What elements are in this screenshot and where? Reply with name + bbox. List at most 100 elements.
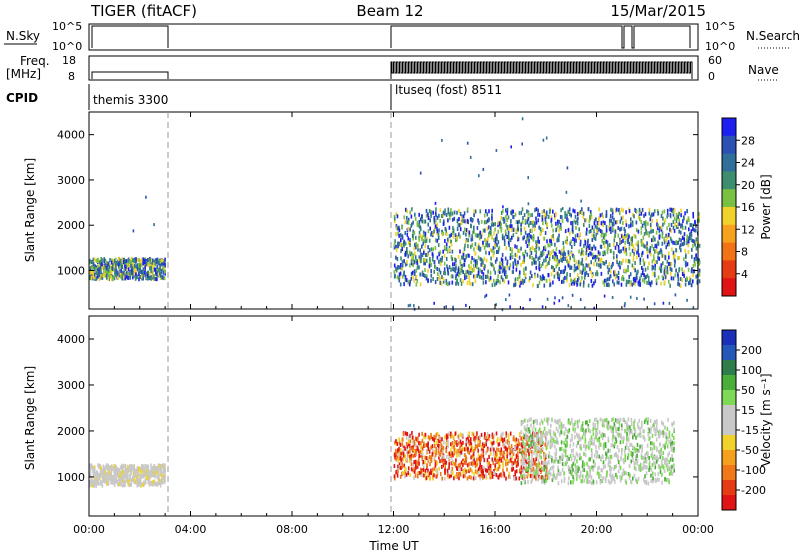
power-range-cell [151, 261, 154, 266]
velocity-range-cell [128, 467, 131, 472]
power-range-cell [454, 269, 457, 274]
velocity-range-cell [596, 420, 599, 425]
power-range-cell [515, 228, 517, 233]
power-range-cell [660, 214, 663, 218]
velocity-range-cell [506, 454, 508, 459]
power-range-cell [690, 223, 693, 228]
power-range-cell [150, 265, 153, 270]
power-range-cell [569, 273, 571, 277]
velocity-range-cell [133, 474, 135, 479]
power-range-cell [596, 270, 598, 275]
power-range-cell [587, 244, 589, 249]
power-range-cell [564, 275, 566, 280]
power-range-cell [558, 238, 560, 243]
velocity-range-cell [467, 447, 469, 452]
velocity-range-cell [424, 460, 426, 465]
velocity-range-cell [622, 457, 625, 462]
velocity-range-cell [480, 465, 483, 469]
velocity-range-cell [590, 454, 593, 459]
velocity-range-cell [159, 483, 162, 488]
power-range-cell [580, 280, 582, 285]
power-range-cell [670, 261, 673, 266]
power-range-cell [448, 246, 451, 250]
velocity-range-cell [523, 434, 526, 439]
velocity-range-cell [597, 466, 599, 471]
velocity-range-cell [428, 471, 431, 476]
velocity-range-cell [474, 446, 476, 451]
velocity-range-cell [620, 457, 622, 462]
velocity-range-cell [94, 472, 97, 477]
power-range-cell [394, 216, 396, 221]
velocity-range-cell [574, 420, 577, 425]
power-range-cell [538, 246, 540, 251]
velocity-range-cell [527, 448, 530, 453]
power-range-cell [448, 225, 451, 230]
velocity-range-cell [599, 417, 602, 422]
power-range-cell [109, 258, 111, 263]
power-range-cell [603, 294, 606, 298]
power-range-cell [488, 225, 490, 230]
power-range-cell [549, 252, 551, 257]
power-range-cell [400, 263, 402, 267]
power-colorbar-swatch [722, 260, 736, 279]
power-range-cell [495, 303, 497, 307]
power-range-cell [515, 220, 518, 225]
power-range-cell [606, 265, 609, 270]
power-range-cell [579, 282, 582, 287]
velocity-range-cell [430, 455, 433, 460]
power-range-cell [580, 199, 582, 203]
velocity-range-cell [119, 477, 122, 481]
power-range-cell [523, 271, 525, 276]
velocity-range-cell [608, 467, 611, 472]
power-range-cell [631, 242, 633, 247]
power-range-cell [591, 273, 594, 278]
power-range-cell [500, 265, 502, 270]
velocity-range-cell [427, 471, 430, 476]
velocity-range-cell [120, 482, 122, 487]
velocity-range-cell [420, 453, 422, 458]
power-range-cell [663, 280, 666, 285]
velocity-range-cell [511, 455, 514, 460]
power-range-cell [519, 270, 521, 275]
power-range-cell [411, 270, 414, 275]
velocity-range-cell [633, 461, 636, 466]
power-range-cell [689, 278, 692, 283]
power-range-cell [659, 250, 661, 255]
velocity-range-cell [586, 479, 588, 484]
power-range-cell [438, 228, 440, 233]
power-range-cell [626, 238, 629, 243]
power-range-cell [118, 257, 120, 262]
power-range-cell [509, 253, 512, 257]
velocity-range-cell [458, 463, 460, 468]
velocity-range-cell [484, 433, 486, 438]
power-range-cell [630, 223, 632, 228]
power-range-cell [138, 258, 140, 263]
velocity-range-cell [585, 428, 587, 433]
velocity-range-cell [121, 470, 123, 475]
nsearch-tick-high: 10^5 [705, 20, 735, 33]
velocity-range-cell [441, 437, 443, 442]
nsky-tick-low: 10^0 [52, 40, 82, 53]
velocity-range-cell [579, 444, 581, 449]
velocity-range-cell [604, 442, 607, 446]
velocity-range-cell [162, 468, 165, 473]
power-range-cell [678, 218, 681, 223]
velocity-range-cell [448, 431, 451, 436]
velocity-range-cell [537, 449, 539, 454]
power-range-cell [573, 255, 575, 259]
power-range-cell [698, 212, 700, 216]
power-range-cell [445, 212, 448, 217]
velocity-range-cell [427, 468, 429, 473]
power-range-cell [610, 207, 612, 212]
velocity-range-cell [478, 443, 481, 447]
velocity-range-cell [398, 462, 401, 467]
velocity-range-cell [147, 475, 150, 480]
nsky-label: N.Sky [6, 29, 40, 43]
power-range-cell [107, 261, 110, 266]
power-range-cell [415, 282, 418, 287]
power-range-cell [133, 273, 135, 278]
power-range-cell [677, 215, 679, 219]
power-range-cell [643, 244, 645, 249]
power-range-cell [527, 176, 529, 180]
velocity-range-cell [583, 451, 585, 456]
